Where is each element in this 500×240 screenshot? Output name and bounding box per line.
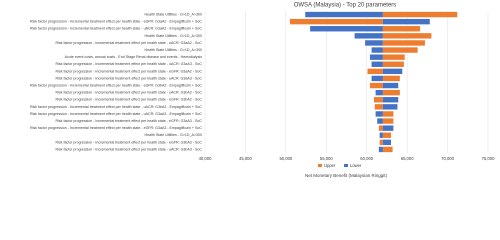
bar (382, 40, 425, 46)
bar (382, 75, 400, 82)
legend-label: Upper (324, 163, 336, 168)
bar (379, 139, 383, 146)
bar (382, 132, 391, 138)
category-label: Risk factor progression - Incremental tr… (30, 27, 202, 31)
category-label: Risk factor progression - Incremental tr… (55, 140, 202, 144)
bar (382, 18, 430, 25)
category-label: Acute event costs, annual costs - End St… (65, 55, 203, 59)
category-label: Risk factor progression - Incremental tr… (30, 20, 202, 24)
bar (382, 111, 394, 117)
x-tick-label: 65,000 (401, 156, 414, 161)
bar (382, 61, 404, 67)
x-tick-label: 70,000 (441, 156, 454, 161)
category-label: Risk factor progression - Incremental tr… (55, 76, 202, 80)
category-label: Risk factor progression - Incremental tr… (30, 105, 202, 109)
legend-label: Lower (350, 163, 362, 168)
page: OWSA (Malaysia) - Top 20 parameters Net … (29, 2, 496, 179)
x-tick-label: 75,000 (482, 156, 495, 161)
bar (354, 33, 383, 39)
category-label: Risk factor progression - Incremental tr… (30, 84, 202, 88)
bar (382, 11, 458, 18)
category-label: Risk factor progression - Incremental tr… (30, 112, 202, 116)
bar (382, 139, 391, 146)
bar (382, 33, 432, 39)
x-axis-title: Net Monetary Benefit (Malaysian Ringgit) (305, 173, 388, 178)
category-label: Risk factor progression - Incremental tr… (55, 147, 202, 151)
category-label: Risk factor progression - Incremental tr… (55, 98, 202, 102)
bar (382, 104, 398, 110)
bar (382, 68, 403, 75)
category-label: Health State Utilities - G>1D_A>300 (144, 48, 202, 52)
bar (382, 89, 400, 96)
bar (365, 40, 383, 46)
category-label: Risk factor progression - Incremental tr… (55, 41, 202, 45)
x-tick-label: 50,000 (279, 156, 292, 161)
bar (379, 132, 383, 138)
bar (382, 97, 399, 103)
bar (371, 75, 383, 82)
bar (374, 104, 383, 110)
bar (305, 11, 383, 18)
category-label: Risk factor progression - Incremental tr… (30, 126, 202, 130)
bar (375, 111, 383, 117)
legend-swatch (318, 164, 322, 167)
bar (382, 118, 394, 124)
chart: OWSA (Malaysia) - Top 20 parameters Net … (30, 3, 495, 179)
legend-swatch (344, 164, 348, 167)
category-label: Health State Utilities - G>1D_A>300 (144, 13, 202, 17)
category-label: Risk factor progression - Incremental tr… (55, 119, 202, 123)
bar (382, 146, 393, 153)
category-label: Risk factor progression - Incremental tr… (55, 91, 202, 95)
bar (382, 26, 421, 32)
x-tick-label: 60,000 (360, 156, 373, 161)
bar (378, 125, 383, 131)
x-tick-label: 55,000 (320, 156, 333, 161)
bar (369, 54, 383, 60)
bar (377, 118, 383, 124)
chart-title: OWSA (Malaysia) - Top 20 parameters (294, 3, 397, 9)
bar (382, 82, 399, 89)
bar (375, 89, 383, 96)
bar (382, 125, 394, 131)
bar (371, 47, 383, 53)
bar (378, 146, 383, 153)
bar (367, 68, 383, 75)
category-label: Risk factor progression - Incremental tr… (55, 62, 202, 66)
x-tick-label: 45,000 (239, 156, 252, 161)
category-label: Health State Utilities - G>1D_A>300 (144, 34, 202, 38)
bar (382, 54, 405, 60)
x-tick-label: 40,000 (199, 156, 212, 161)
bar (382, 47, 418, 53)
bar (373, 97, 383, 103)
category-label: Health State Utilities - G>1D_A>300 (144, 133, 202, 137)
bar (310, 26, 383, 32)
category-label: Risk factor progression - Incremental tr… (55, 69, 202, 73)
bar (369, 82, 383, 89)
bar (371, 61, 383, 67)
bar (289, 18, 383, 25)
